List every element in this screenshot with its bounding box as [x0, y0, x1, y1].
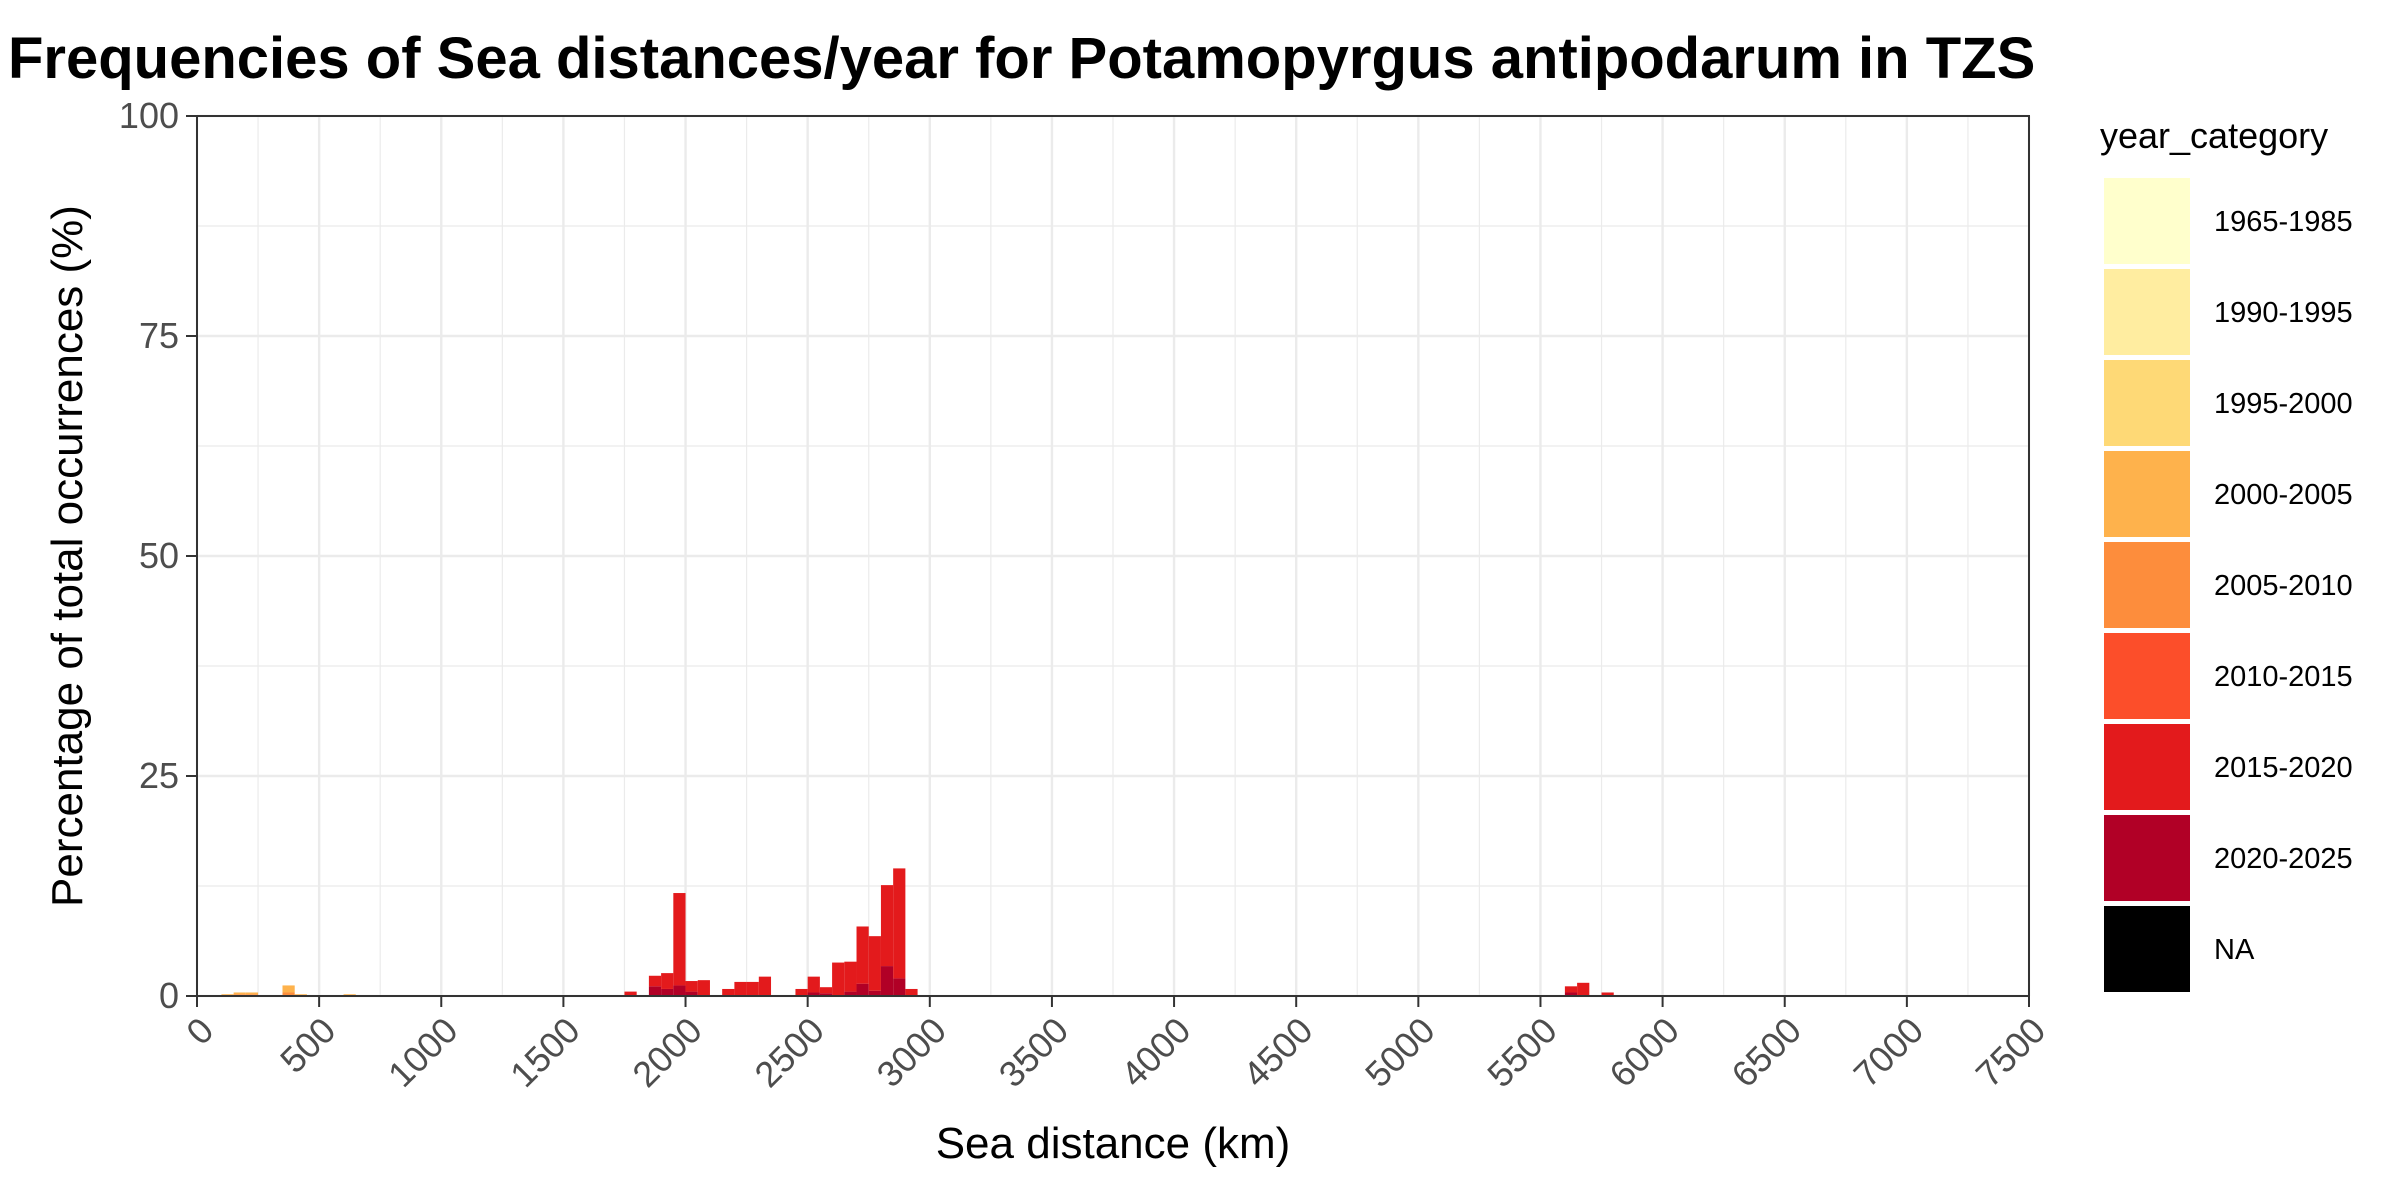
histogram-bar: [856, 983, 869, 996]
histogram-bar: [856, 926, 869, 984]
histogram-bar: [282, 985, 295, 993]
legend: year_category 1965-1985 1990-1995 1995-200…: [2100, 115, 2353, 992]
histogram-bar: [1564, 992, 1578, 996]
legend-key: [2104, 269, 2190, 355]
histogram-bar: [648, 986, 662, 996]
legend-label: 2000-2005: [2214, 479, 2353, 511]
histogram-bar: [661, 988, 674, 996]
histogram-bar: [807, 992, 820, 996]
x-tick-label: 0: [178, 1009, 221, 1052]
x-tick-label: 2000: [624, 1009, 710, 1095]
histogram-bars: [221, 868, 1614, 996]
histogram-bar: [807, 976, 820, 993]
x-tick-label: 7000: [1846, 1009, 1932, 1095]
histogram-bar: [905, 988, 918, 996]
histogram-bar: [758, 976, 772, 996]
histogram-bar: [233, 992, 246, 995]
legend-key: [2104, 451, 2190, 537]
y-tick-label: 25: [139, 755, 179, 796]
legend-label: 2010-2015: [2214, 661, 2353, 693]
legend-key: [2104, 178, 2190, 264]
legend-key: [2104, 724, 2190, 810]
histogram-bar: [844, 991, 857, 996]
legend-label: NA: [2214, 934, 2255, 966]
histogram-bar: [1577, 982, 1590, 996]
legend-key: [2104, 815, 2190, 901]
x-tick-label: 6000: [1601, 1009, 1687, 1095]
histogram-bar: [844, 961, 857, 992]
legend-label: 1965-1985: [2214, 206, 2353, 238]
x-tick-label: 2500: [746, 1009, 832, 1095]
histogram-bar: [734, 981, 747, 996]
legend-label: 2015-2020: [2214, 752, 2353, 784]
x-tick-label: 4000: [1113, 1009, 1199, 1095]
y-axis: 0 25 50 75 100: [119, 95, 197, 1016]
histogram-bar: [661, 973, 674, 989]
y-tick-label: 100: [119, 95, 179, 136]
histogram-bar: [1601, 992, 1614, 996]
histogram-bar: [648, 975, 662, 987]
x-tick-label: 3500: [991, 1009, 1077, 1095]
x-axis: 0 500 1000 1500 2000 2500 3000 3500 4000 4500 5000…: [178, 996, 2053, 1095]
legend-label: 1995-2000: [2214, 388, 2353, 420]
y-tick-label: 50: [139, 535, 179, 576]
legend-key: [2104, 542, 2190, 628]
histogram-bar: [1564, 986, 1578, 993]
histogram-bar: [624, 991, 637, 996]
histogram-bar: [282, 992, 295, 996]
histogram-bar: [893, 868, 906, 979]
histogram-bar: [880, 966, 894, 996]
histogram-bar: [819, 993, 833, 996]
histogram-bar: [722, 988, 735, 996]
histogram-bar: [245, 992, 259, 995]
x-tick-label: 500: [272, 1009, 343, 1080]
legend-label: 2005-2010: [2214, 570, 2353, 602]
histogram-bar: [685, 991, 698, 996]
y-tick-label: 75: [139, 315, 179, 356]
histogram-bar: [795, 988, 808, 996]
chart-title: Frequencies of Sea distances/year for Po…: [8, 26, 2035, 91]
x-tick-label: 3000: [869, 1009, 955, 1095]
x-tick-label: 1500: [502, 1009, 588, 1095]
histogram-bar: [673, 893, 686, 986]
legend-key: [2104, 633, 2190, 719]
histogram-bar: [880, 885, 894, 967]
histogram-bar: [868, 990, 881, 996]
legend-title: year_category: [2100, 115, 2328, 156]
histogram-bar: [893, 978, 906, 996]
x-tick-label: 4500: [1235, 1009, 1321, 1095]
x-tick-label: 7500: [1968, 1009, 2054, 1095]
y-tick-label: 0: [159, 975, 179, 1016]
legend-label: 2020-2025: [2214, 843, 2353, 875]
histogram-bar: [819, 987, 833, 994]
histogram-bar: [832, 962, 845, 996]
x-tick-label: 1000: [380, 1009, 466, 1095]
legend-key: [2104, 906, 2190, 992]
histogram-bar: [673, 985, 686, 996]
histogram-bar: [746, 981, 759, 996]
legend-key: [2104, 360, 2190, 446]
histogram-bar: [868, 936, 881, 991]
x-axis-title: Sea distance (km): [936, 1119, 1291, 1168]
histogram-bar: [685, 981, 698, 992]
x-tick-label: 6500: [1723, 1009, 1809, 1095]
x-tick-label: 5000: [1357, 1009, 1443, 1095]
y-axis-title: Percentage of total occurrences (%): [43, 205, 92, 907]
legend-label: 1990-1995: [2214, 297, 2353, 329]
histogram-bar: [697, 980, 710, 996]
x-tick-label: 5500: [1479, 1009, 1565, 1095]
